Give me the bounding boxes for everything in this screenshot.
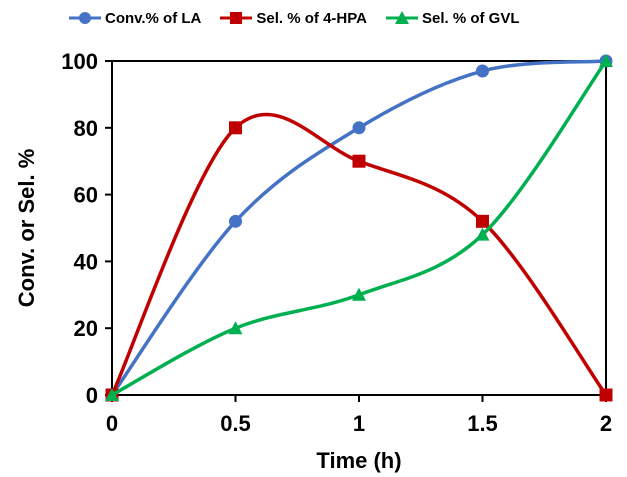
chart-legend: Conv.% of LA Sel. % of 4-HPA Sel. % of G… xyxy=(0,0,627,36)
data-point-4hpa xyxy=(599,388,613,402)
y-tick-label: 100 xyxy=(61,49,98,74)
data-point-la xyxy=(352,121,366,135)
data-point-gvl xyxy=(475,227,490,241)
series-line-la xyxy=(110,59,607,397)
legend-label-4hpa: Sel. % of 4-HPA xyxy=(256,9,367,27)
plot-frame xyxy=(111,60,607,396)
x-tick-label: 1 xyxy=(353,411,365,436)
data-point-4hpa xyxy=(229,121,242,135)
legend-item-4hpa: Sel. % of 4-HPA xyxy=(219,8,367,28)
data-point-gvl xyxy=(599,54,613,67)
x-tick-label: 0.5 xyxy=(220,411,251,436)
legend-label-la: Conv.% of LA xyxy=(105,9,202,27)
x-tick-label: 1.5 xyxy=(467,411,498,436)
legend-swatch-gvl xyxy=(385,11,418,24)
data-point-gvl xyxy=(228,321,243,335)
legend-label-gvl: Sel. % of GVL xyxy=(421,9,520,27)
x-tick-label: 2 xyxy=(600,411,612,436)
data-point-la xyxy=(229,214,242,228)
y-tick-label: 20 xyxy=(74,316,98,341)
data-point-4hpa xyxy=(476,214,489,228)
legend-item-gvl: Sel. % of GVL xyxy=(385,8,520,28)
legend-swatch-la xyxy=(69,12,101,24)
series-line-gvl xyxy=(111,59,608,397)
data-point-la xyxy=(476,64,489,78)
y-tick-label: 60 xyxy=(74,183,98,208)
data-point-gvl xyxy=(352,287,366,301)
data-point-4hpa xyxy=(352,154,366,168)
y-tick-label: 80 xyxy=(74,116,98,141)
legend-swatch-4hpa xyxy=(220,12,253,24)
x-axis-title: Time (h) xyxy=(316,448,401,473)
y-tick-label: 0 xyxy=(86,383,98,408)
y-axis-title: Conv. or Sel. % xyxy=(14,149,39,308)
legend-item-la: Conv.% of LA xyxy=(68,8,201,28)
x-tick-label: 0 xyxy=(106,411,118,436)
data-point-gvl xyxy=(105,388,119,401)
y-tick-label: 40 xyxy=(74,249,98,274)
series-line-4hpa xyxy=(110,112,608,397)
